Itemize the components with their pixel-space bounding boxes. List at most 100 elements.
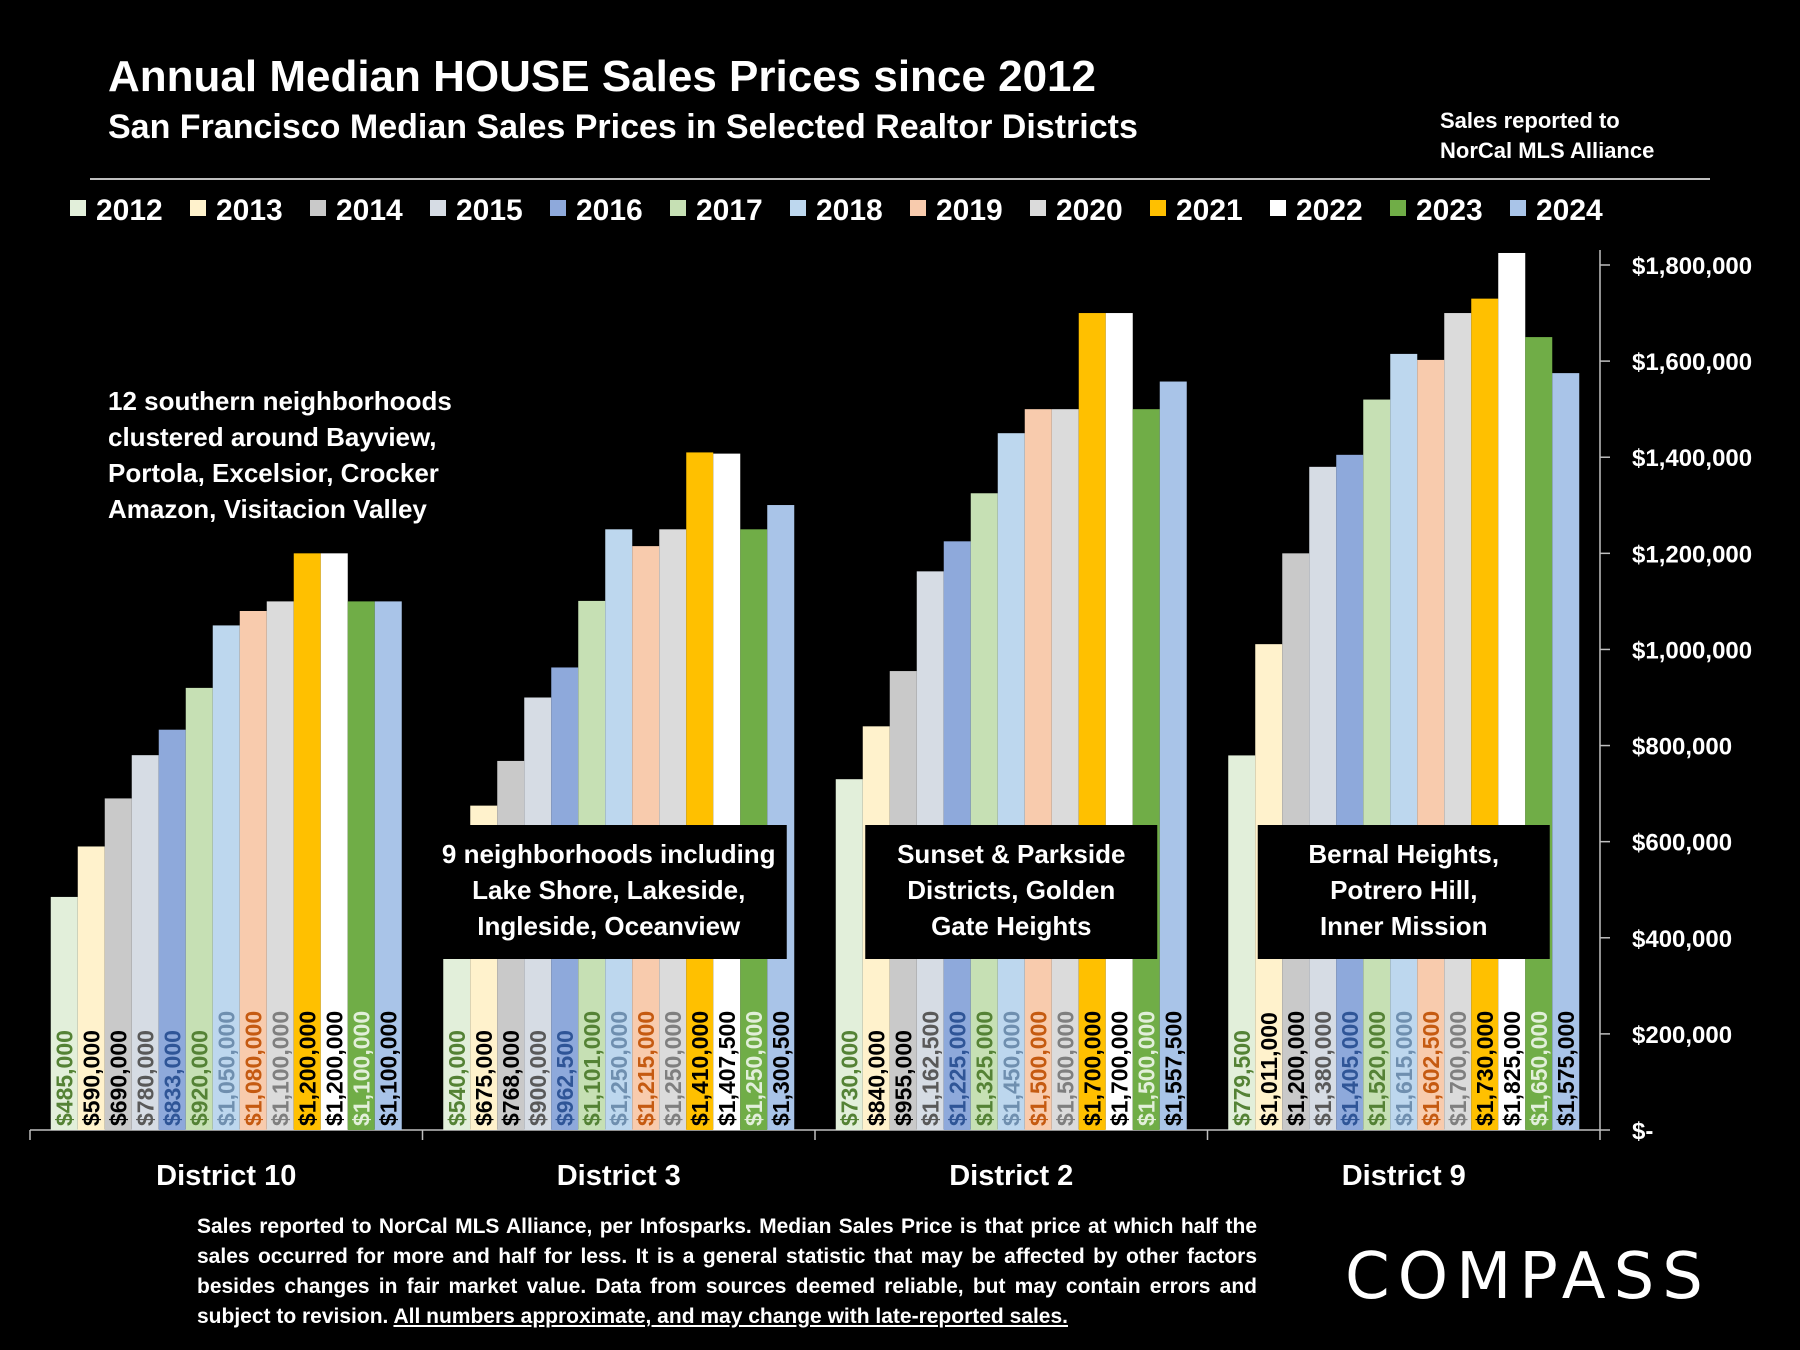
- annotation-text: Ingleside, Oceanview: [477, 911, 741, 941]
- legend-swatch-2024: [1510, 200, 1526, 216]
- bar-2015-district-9: [1309, 466, 1337, 1130]
- data-label: $1,050,000: [213, 1011, 239, 1126]
- data-label: $1,100,000: [375, 1011, 401, 1126]
- legend-swatch-2021: [1150, 200, 1166, 216]
- bar-2024-district-9: [1552, 373, 1580, 1130]
- data-label: $590,000: [78, 1030, 104, 1126]
- legend-swatch-2022: [1270, 200, 1286, 216]
- data-label: $1,575,000: [1553, 1011, 1579, 1126]
- legend-label-2024: 2024: [1536, 194, 1603, 227]
- bar-2021-district-2: [1078, 313, 1106, 1130]
- data-label: $833,000: [159, 1030, 185, 1126]
- data-label: $1,011,000: [1256, 1012, 1282, 1126]
- legend-swatch-2014: [310, 200, 326, 216]
- data-label: $1,700,000: [1445, 1011, 1471, 1126]
- bar-2023-district-10: [347, 601, 375, 1130]
- data-label: $1,080,000: [240, 1011, 266, 1126]
- data-label: $1,557,500: [1160, 1011, 1186, 1126]
- bar-2019-district-10: [239, 611, 267, 1130]
- bar-2022-district-2: [1105, 313, 1133, 1130]
- footnote-disclaimer: All numbers approximate, and may change …: [393, 1305, 1068, 1328]
- bar-2020-district-9: [1444, 313, 1472, 1130]
- legend-swatch-2019: [910, 200, 926, 216]
- data-label: $730,000: [836, 1030, 862, 1126]
- legend-label-2021: 2021: [1176, 194, 1243, 227]
- annotation-text: Portola, Excelsior, Crocker: [108, 458, 439, 488]
- bar-2022-district-9: [1498, 252, 1526, 1131]
- bar-2012-district-2: [835, 779, 863, 1130]
- data-label: $540,000: [444, 1030, 470, 1126]
- bar-2016-district-10: [158, 729, 186, 1130]
- data-label: $1,162,500: [917, 1011, 943, 1126]
- data-label: $1,300,500: [768, 1011, 794, 1126]
- footnote: Sales reported to NorCal MLS Alliance, p…: [197, 1212, 1257, 1332]
- data-label: $920,000: [186, 1030, 212, 1126]
- title-divider: [90, 178, 1710, 180]
- data-label: $962,500: [552, 1030, 578, 1126]
- annotation-box: [1257, 825, 1550, 959]
- y-tick-label: $1,000,000: [1632, 637, 1752, 664]
- legend-label-2018: 2018: [816, 194, 883, 227]
- data-label: $1,730,000: [1472, 1011, 1498, 1126]
- bar-2021-district-10: [293, 553, 321, 1130]
- bar-2022-district-10: [320, 553, 348, 1130]
- data-label: $840,000: [863, 1030, 889, 1126]
- bar-2019-district-9: [1417, 359, 1445, 1130]
- x-category-label: District 2: [949, 1160, 1073, 1192]
- data-label: $780,000: [132, 1030, 158, 1126]
- legend-swatch-2020: [1030, 200, 1046, 216]
- y-tick-label: $-: [1632, 1118, 1653, 1145]
- annotation-text: Lake Shore, Lakeside,: [472, 875, 745, 905]
- legend-label-2012: 2012: [96, 194, 163, 227]
- data-label: $1,250,000: [741, 1011, 767, 1126]
- data-label: $1,615,000: [1391, 1011, 1417, 1126]
- data-label: $1,500,000: [1133, 1011, 1159, 1126]
- bar-2016-district-9: [1336, 454, 1364, 1130]
- annotation-text: Potrero Hill,: [1330, 875, 1477, 905]
- bar-2024-district-3: [767, 505, 795, 1131]
- source-note: Sales reported to NorCal MLS Alliance: [1440, 106, 1740, 166]
- bar-2023-district-2: [1132, 409, 1160, 1131]
- data-label: $1,410,000: [687, 1011, 713, 1126]
- annotation-text: 12 southern neighborhoods: [108, 386, 452, 416]
- legend-swatch-2023: [1390, 200, 1406, 216]
- annotation-text: Districts, Golden: [907, 875, 1115, 905]
- bar-2024-district-2: [1159, 381, 1187, 1130]
- bar-2020-district-2: [1051, 409, 1079, 1131]
- bar-2021-district-3: [686, 452, 714, 1131]
- data-label: $1,200,000: [321, 1011, 347, 1126]
- y-tick-label: $1,600,000: [1632, 349, 1752, 376]
- legend-swatch-2012: [70, 200, 86, 216]
- bar-2020-district-10: [266, 601, 294, 1130]
- bar-2023-district-9: [1525, 337, 1553, 1130]
- data-label: $1,100,000: [267, 1011, 293, 1126]
- annotation-text: 9 neighborhoods including: [442, 839, 776, 869]
- bar-2015-district-10: [131, 755, 159, 1130]
- bar-2017-district-10: [185, 687, 213, 1130]
- annotation-text: Inner Mission: [1320, 911, 1488, 941]
- source-note-line: NorCal MLS Alliance: [1440, 138, 1655, 163]
- legend-label-2015: 2015: [456, 194, 523, 227]
- legend-swatch-2017: [670, 200, 686, 216]
- bar-2012-district-9: [1228, 755, 1256, 1130]
- legend-label-2017: 2017: [696, 194, 763, 227]
- annotation-text: Bernal Heights,: [1308, 839, 1499, 869]
- data-label: $1,450,000: [998, 1011, 1024, 1126]
- data-label: $768,000: [498, 1030, 524, 1126]
- y-tick-label: $1,200,000: [1632, 541, 1752, 568]
- data-label: $1,602,500: [1418, 1011, 1444, 1126]
- legend-label-2023: 2023: [1416, 194, 1483, 227]
- legend-swatch-2016: [550, 200, 566, 216]
- source-note-line: Sales reported to: [1440, 108, 1620, 133]
- bar-chart: 2012 2013 2014 2015 2016 2017 2018 2019 2020 2021…: [29, 194, 1752, 1192]
- data-label: $1,405,000: [1337, 1011, 1363, 1126]
- data-label: $1,500,000: [1052, 1011, 1078, 1126]
- annotation-text: Gate Heights: [931, 911, 1091, 941]
- legend-swatch-2013: [190, 200, 206, 216]
- legend-label-2020: 2020: [1056, 194, 1123, 227]
- legend-swatch-2018: [790, 200, 806, 216]
- bar-2018-district-9: [1390, 353, 1418, 1130]
- annotation-text: clustered around Bayview,: [108, 422, 436, 452]
- data-label: $1,407,500: [714, 1011, 740, 1126]
- legend-label-2016: 2016: [576, 194, 643, 227]
